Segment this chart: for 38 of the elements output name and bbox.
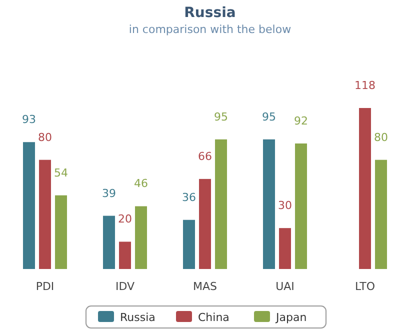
bar <box>199 178 211 269</box>
chart-title: Russia <box>184 5 236 21</box>
bar <box>279 228 291 269</box>
bar <box>263 139 275 269</box>
x-tick-label: IDV <box>115 280 135 293</box>
data-label: 93 <box>22 113 36 126</box>
bar <box>183 220 195 269</box>
bar <box>103 216 115 269</box>
bar <box>375 160 387 269</box>
data-label: 118 <box>354 79 376 92</box>
data-label: 54 <box>54 166 68 180</box>
x-tick-label: PDI <box>36 280 54 293</box>
bar <box>23 142 35 269</box>
x-tick-label: MAS <box>193 280 218 293</box>
data-label: 80 <box>374 130 388 144</box>
bar <box>39 160 51 269</box>
chart-subtitle: in comparison with the below <box>128 23 292 36</box>
x-tick-label: UAI <box>276 280 294 293</box>
bar <box>119 242 131 269</box>
data-label: 95 <box>214 110 228 124</box>
data-label: 66 <box>198 150 212 163</box>
legend-label: Japan <box>275 311 307 324</box>
data-label: 20 <box>118 212 132 226</box>
data-label: 30 <box>278 199 292 212</box>
bar <box>295 143 307 269</box>
bar <box>215 139 227 269</box>
bar <box>135 206 147 269</box>
x-tick-label: LTO <box>355 280 376 293</box>
data-label: 80 <box>38 130 52 144</box>
legend-label: China <box>198 311 230 324</box>
data-label: 46 <box>134 177 148 190</box>
data-label: 36 <box>182 190 196 204</box>
legend-label: Russia <box>120 311 156 324</box>
data-label: 39 <box>102 186 116 200</box>
bar <box>359 108 371 269</box>
data-label: 92 <box>294 114 308 128</box>
data-label: 95 <box>262 110 276 124</box>
bar <box>55 195 67 269</box>
